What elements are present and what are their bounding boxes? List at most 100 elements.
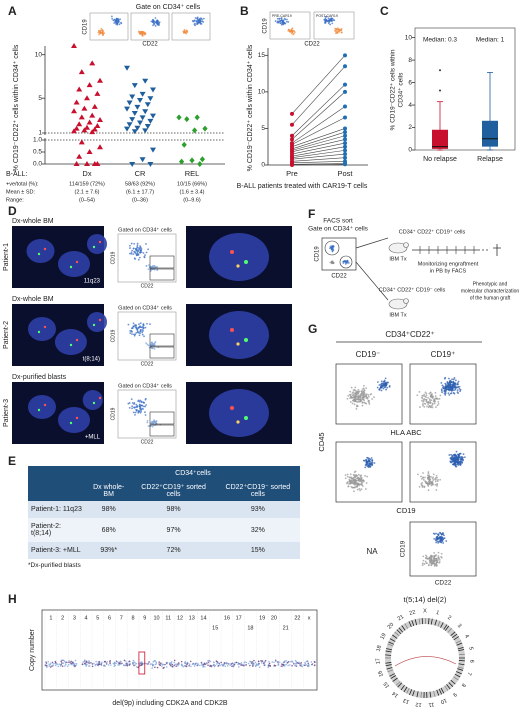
y-tick-label: 5: [38, 95, 42, 102]
decoration: [433, 556, 435, 559]
decoration: [237, 666, 240, 668]
decoration: [453, 636, 460, 641]
label: CD19: [110, 407, 116, 420]
decoration: [61, 665, 64, 667]
decoration: [165, 662, 168, 664]
decoration: [427, 472, 430, 475]
decoration: [431, 483, 434, 486]
decoration: [184, 665, 186, 668]
label: (0–9.6): [183, 197, 201, 203]
point: [144, 102, 151, 108]
decoration: [74, 665, 76, 668]
label: 10/15 (66%): [177, 181, 207, 187]
decoration: [401, 625, 406, 631]
chromosome-label: 8: [460, 682, 467, 688]
header-row: Dx whole-BM CD22⁺CD19⁺ sorted cells CD22⁺C…: [28, 480, 300, 501]
decoration: [438, 537, 441, 540]
decoration: [437, 478, 439, 481]
decoration: [411, 620, 415, 627]
decoration: [257, 663, 260, 666]
decoration: [264, 664, 266, 666]
decoration: [367, 394, 370, 396]
column-header: CD22⁺CD19⁻ sorted cells: [215, 480, 300, 501]
decoration: [439, 394, 442, 397]
decoration: [378, 389, 381, 391]
decoration: [254, 661, 257, 664]
decoration: [327, 19, 330, 22]
decoration: [435, 537, 438, 540]
decoration: [150, 20, 153, 23]
decoration: [447, 392, 450, 395]
label: CD19⁻: [356, 350, 381, 359]
decoration: [357, 479, 360, 481]
decoration: [366, 462, 369, 465]
point: [194, 114, 200, 121]
point: [78, 114, 85, 120]
decoration: [52, 664, 55, 667]
decoration: [369, 465, 372, 468]
point: [131, 110, 138, 116]
decoration: [424, 476, 426, 479]
decoration: [49, 662, 52, 665]
point: [139, 115, 146, 121]
decoration: [168, 662, 171, 664]
decoration: [112, 19, 115, 22]
decoration: [422, 478, 425, 481]
decoration: [431, 406, 434, 409]
decoration: [92, 401, 96, 405]
decoration: [359, 489, 362, 492]
decoration: [139, 332, 141, 335]
decoration: [363, 395, 366, 398]
decoration: [423, 398, 426, 400]
decoration: [144, 411, 146, 414]
decoration: [213, 664, 216, 666]
decoration: [425, 392, 428, 395]
decoration: [141, 404, 144, 407]
decoration: [452, 383, 455, 386]
decoration: [247, 662, 250, 665]
decoration: [111, 17, 114, 20]
decoration: [154, 666, 156, 669]
point: [179, 158, 185, 165]
decoration: [130, 242, 133, 245]
decoration: [75, 664, 78, 667]
decoration: [138, 256, 141, 259]
decoration: [61, 662, 63, 664]
decoration: [373, 462, 376, 464]
decoration: [330, 17, 333, 20]
decoration: [153, 420, 156, 423]
chromosome-label: 9: [451, 691, 457, 698]
chromosome-label: 16: [377, 670, 385, 678]
decoration: [280, 19, 283, 22]
decoration: [136, 329, 139, 331]
decoration: [423, 395, 426, 398]
decoration: [145, 342, 148, 345]
decoration: [54, 664, 57, 667]
decoration: [353, 474, 356, 476]
decoration: [352, 396, 354, 399]
label: CD34⁺CD22⁺: [385, 330, 434, 339]
decoration: [444, 685, 449, 691]
decoration: [425, 398, 428, 401]
decoration: [156, 666, 159, 669]
decoration: [112, 662, 115, 665]
decoration: [134, 413, 136, 416]
point: [343, 126, 347, 131]
column-header: Dx whole-BM: [85, 480, 132, 501]
decoration: [153, 23, 156, 26]
label: 1: [49, 615, 52, 621]
decoration: [367, 395, 370, 398]
x-tick-label: Relapse: [477, 156, 503, 163]
decoration: [87, 312, 107, 332]
decoration: [87, 234, 107, 254]
decoration: [357, 473, 360, 476]
decoration: [363, 392, 366, 395]
label: 10: [153, 615, 159, 621]
decoration: [445, 540, 448, 542]
decoration: [49, 663, 52, 666]
box: [432, 129, 448, 149]
decoration: [203, 662, 206, 665]
decoration: [244, 338, 248, 342]
decoration: [433, 555, 435, 557]
pair-line: [291, 142, 346, 155]
